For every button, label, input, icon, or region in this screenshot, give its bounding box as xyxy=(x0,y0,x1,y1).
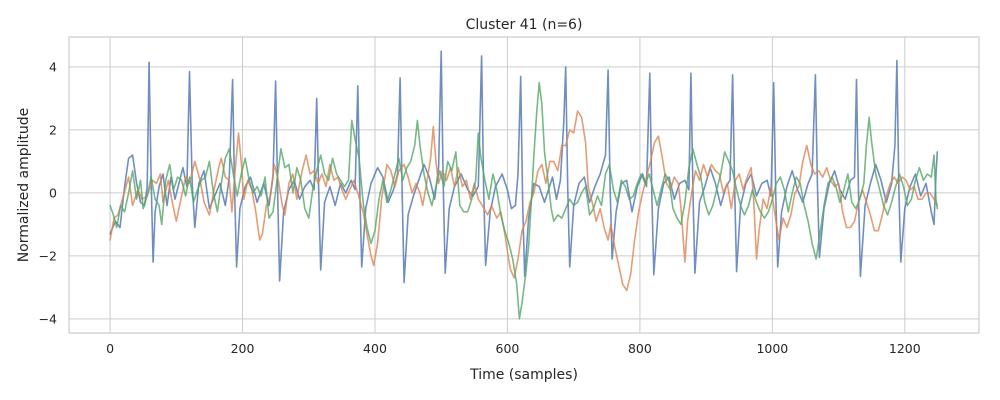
tick-labels: 0 200 400 600 800 1000 1200 −4 −2 0 2 4 xyxy=(39,59,921,356)
y-axis-label: Normalized amplitude xyxy=(16,108,32,263)
chart-title: Cluster 41 (n=6) xyxy=(466,17,583,33)
y-tick-label: 2 xyxy=(49,122,57,137)
x-tick-label: 1000 xyxy=(756,341,788,356)
series-line-3 xyxy=(109,81,939,320)
x-tick-label: 600 xyxy=(496,341,520,356)
y-tick-label: 0 xyxy=(49,185,57,200)
x-tick-label: 200 xyxy=(231,341,255,356)
series-line-1 xyxy=(109,50,939,284)
x-axis-label: Time (samples) xyxy=(469,367,578,383)
plot-frame xyxy=(68,36,980,334)
y-tick-label: 4 xyxy=(49,59,57,74)
x-tick-label: 0 xyxy=(106,341,114,356)
x-tick-label: 1200 xyxy=(889,341,921,356)
y-tick-label: −4 xyxy=(39,311,57,326)
series-layer xyxy=(109,50,939,320)
x-tick-label: 400 xyxy=(363,341,387,356)
y-tick-label: −2 xyxy=(39,248,57,263)
x-tick-label: 800 xyxy=(628,341,652,356)
